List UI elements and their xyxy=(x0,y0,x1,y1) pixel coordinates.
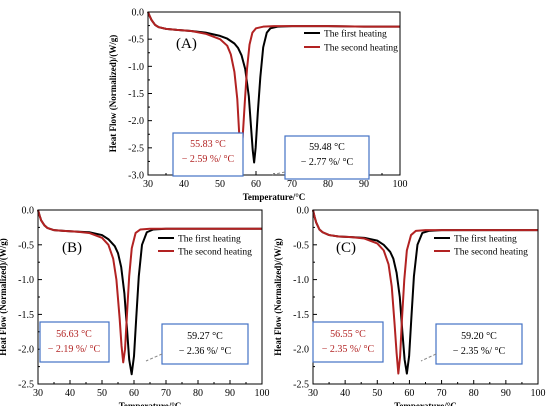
x-tick-label: 70 xyxy=(161,388,171,399)
annotation-rate: − 2.77 %/ °C xyxy=(301,157,354,168)
y-axis-label: Heat Flow (Normalized)/(W/g) xyxy=(0,238,8,355)
legend-entry: The second heating xyxy=(178,248,252,258)
annotation-box xyxy=(39,321,110,363)
second-heating-line xyxy=(147,11,400,154)
annotation-box xyxy=(312,321,384,363)
annotation-temperature: 56.63 °C xyxy=(56,329,92,340)
x-tick-label: 100 xyxy=(255,388,270,399)
annotation-box xyxy=(435,323,523,365)
legend-entry: The first heating xyxy=(178,234,241,245)
annotation-temperature: 56.55 °C xyxy=(330,329,366,340)
x-axis-label: Temperature/°C xyxy=(243,192,306,202)
second-heating-peak-annotation: 56.55 °C − 2.35 %/ °C xyxy=(312,321,384,363)
x-tick-label: 80 xyxy=(193,388,203,399)
annotation-temperature: 59.20 °C xyxy=(461,331,497,342)
second-heating-line xyxy=(312,209,538,375)
legend-entry: The second heating xyxy=(454,248,528,258)
x-axis-label: Temperature/°C xyxy=(394,401,457,406)
legend-entry: The first heating xyxy=(454,234,517,245)
annotation-leader xyxy=(420,353,437,362)
y-tick-label: -1.0 xyxy=(128,62,144,73)
y-tick-label: -1.5 xyxy=(18,310,34,321)
first-heating-peak-annotation: 59.27 °C − 2.36 %/ °C xyxy=(145,323,249,365)
annotation-temperature: 59.27 °C xyxy=(187,331,223,342)
y-axis-label: Heat Flow (Normalized)/(W/g) xyxy=(273,238,283,355)
x-tick-label: 40 xyxy=(179,179,189,190)
y-tick-label: -1.5 xyxy=(293,310,309,321)
x-tick-label: 100 xyxy=(393,179,408,190)
x-tick-label: 50 xyxy=(97,388,107,399)
first-heating-peak-annotation: 59.20 °C − 2.35 %/ °C xyxy=(420,323,523,365)
y-tick-label: 0.0 xyxy=(132,8,145,19)
second-heating-peak-annotation: 56.63 °C − 2.19 %/ °C xyxy=(39,321,110,363)
x-tick-label: 100 xyxy=(531,388,546,399)
x-tick-label: 30 xyxy=(308,388,318,399)
annotation-box xyxy=(161,323,249,365)
annotation-temperature: 59.48 °C xyxy=(309,142,345,153)
panel-letter: (C) xyxy=(336,240,356,256)
y-tick-label: -2.0 xyxy=(18,345,34,356)
x-tick-label: 30 xyxy=(143,179,153,190)
y-tick-label: -2.5 xyxy=(293,380,309,391)
x-tick-label: 30 xyxy=(33,388,43,399)
legend-entry: The second heating xyxy=(324,44,398,54)
y-tick-label: -1.0 xyxy=(293,275,309,286)
y-tick-label: -0.5 xyxy=(18,240,34,251)
panel-letter: (B) xyxy=(62,240,82,256)
x-tick-label: 40 xyxy=(65,388,75,399)
x-tick-label: 80 xyxy=(323,179,333,190)
annotation-leader xyxy=(145,353,163,362)
panel-a: 30 40 50 60 70 80 90 100 0.0 -0.5 -1.0 -1.5 -2.0 -2.5… xyxy=(108,8,408,203)
x-tick-label: 60 xyxy=(251,179,261,190)
second-heating-peak-annotation: 55.83 °C − 2.59 %/ °C xyxy=(172,132,244,177)
y-tick-label: -1.5 xyxy=(128,89,144,100)
x-tick-label: 40 xyxy=(340,388,350,399)
x-tick-label: 90 xyxy=(501,388,511,399)
y-tick-label: -0.5 xyxy=(128,35,144,46)
annotation-rate: − 2.35 %/ °C xyxy=(322,344,375,355)
y-tick-label: -2.0 xyxy=(293,345,309,356)
x-tick-label: 50 xyxy=(215,179,225,190)
x-tick-label: 70 xyxy=(437,388,447,399)
x-axis-label: Temperature/°C xyxy=(119,401,182,406)
annotation-rate: − 2.35 %/ °C xyxy=(453,346,506,357)
y-tick-label: -1.0 xyxy=(18,275,34,286)
x-tick-label: 60 xyxy=(404,388,414,399)
x-tick-label: 70 xyxy=(287,179,297,190)
y-tick-label: -0.5 xyxy=(293,240,309,251)
x-tick-label: 90 xyxy=(225,388,235,399)
y-tick-label: -2.5 xyxy=(18,380,34,391)
x-tick-label: 50 xyxy=(372,388,382,399)
x-tick-label: 90 xyxy=(359,179,369,190)
annotation-rate: − 2.36 %/ °C xyxy=(179,346,232,357)
y-tick-label: -2.5 xyxy=(128,143,144,154)
y-tick-label: -3.0 xyxy=(128,171,144,182)
annotation-temperature: 55.83 °C xyxy=(190,139,226,150)
y-axis-label: Heat Flow (Normalized)/(W/g) xyxy=(108,35,118,152)
annotation-leader xyxy=(270,171,286,176)
y-tick-label: -2.0 xyxy=(128,116,144,127)
legend-entry: The first heating xyxy=(324,29,387,40)
y-tick-label: 0.0 xyxy=(22,206,35,217)
panel-c: 30 40 50 60 70 80 90 100 0.0 -0.5 -1.0 -1.5 -2.0 -2.5… xyxy=(273,206,546,406)
x-tick-label: 60 xyxy=(129,388,139,399)
second-heating-line xyxy=(37,209,262,364)
x-tick-label: 80 xyxy=(469,388,479,399)
y-tick-label: 0.0 xyxy=(297,206,310,217)
annotation-box xyxy=(172,132,244,177)
annotation-rate: − 2.19 %/ °C xyxy=(48,344,101,355)
panel-letter: (A) xyxy=(176,36,197,52)
first-heating-peak-annotation: 59.48 °C − 2.77 %/ °C xyxy=(270,135,370,180)
annotation-rate: − 2.59 %/ °C xyxy=(182,154,235,165)
panel-b: 30 40 50 60 70 80 90 100 0.0 -0.5 -1.0 -1.5 -2.0 -2.5… xyxy=(0,206,270,406)
annotation-box xyxy=(284,135,370,180)
